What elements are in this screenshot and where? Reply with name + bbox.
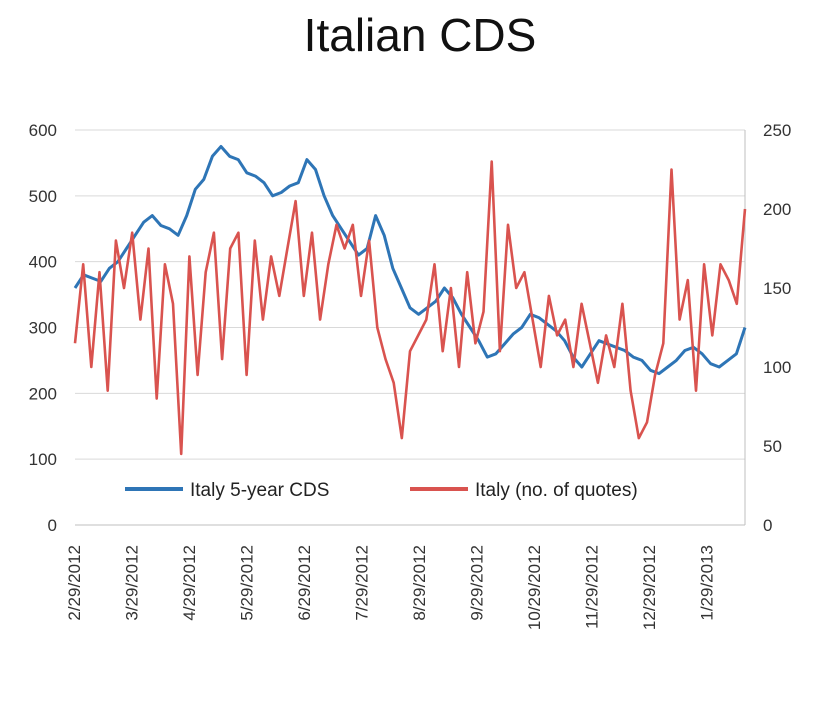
y-left-tick-label: 300 [29, 319, 57, 338]
x-tick-label: 2/29/2012 [65, 545, 84, 621]
x-tick-label: 12/29/2012 [640, 545, 659, 630]
x-tick-label: 10/29/2012 [525, 545, 544, 630]
series-line-cds [73, 145, 747, 376]
x-tick-label: 6/29/2012 [295, 545, 314, 621]
x-tick-label: 5/29/2012 [238, 545, 257, 621]
y-right-tick-label: 250 [763, 121, 791, 140]
x-tick-label: 8/29/2012 [410, 545, 429, 621]
x-tick-label: 4/29/2012 [180, 545, 199, 621]
y-left-tick-label: 600 [29, 121, 57, 140]
chart-title: Italian CDS [303, 9, 537, 61]
y-right-tick-label: 200 [763, 200, 791, 219]
y-left-tick-label: 400 [29, 253, 57, 272]
x-tick-label: 11/29/2012 [583, 545, 602, 629]
y-right-tick-label: 100 [763, 358, 791, 377]
x-tick-label: 1/29/2013 [698, 545, 717, 621]
legend-label: Italy 5-year CDS [190, 480, 329, 501]
series-line-quotes [73, 160, 747, 456]
y-left-tick-label: 0 [48, 516, 57, 535]
x-tick-label: 9/29/2012 [468, 545, 487, 621]
y-right-tick-label: 150 [763, 279, 791, 298]
y-right-tick-label: 0 [763, 516, 772, 535]
y-left-tick-label: 100 [29, 450, 57, 469]
x-tick-label: 3/29/2012 [123, 545, 142, 621]
y-left-tick-label: 500 [29, 187, 57, 206]
y-right-tick-label: 50 [763, 437, 782, 456]
x-tick-label: 7/29/2012 [353, 545, 372, 621]
legend-label: Italy (no. of quotes) [475, 480, 638, 501]
y-left-tick-label: 200 [29, 384, 57, 403]
